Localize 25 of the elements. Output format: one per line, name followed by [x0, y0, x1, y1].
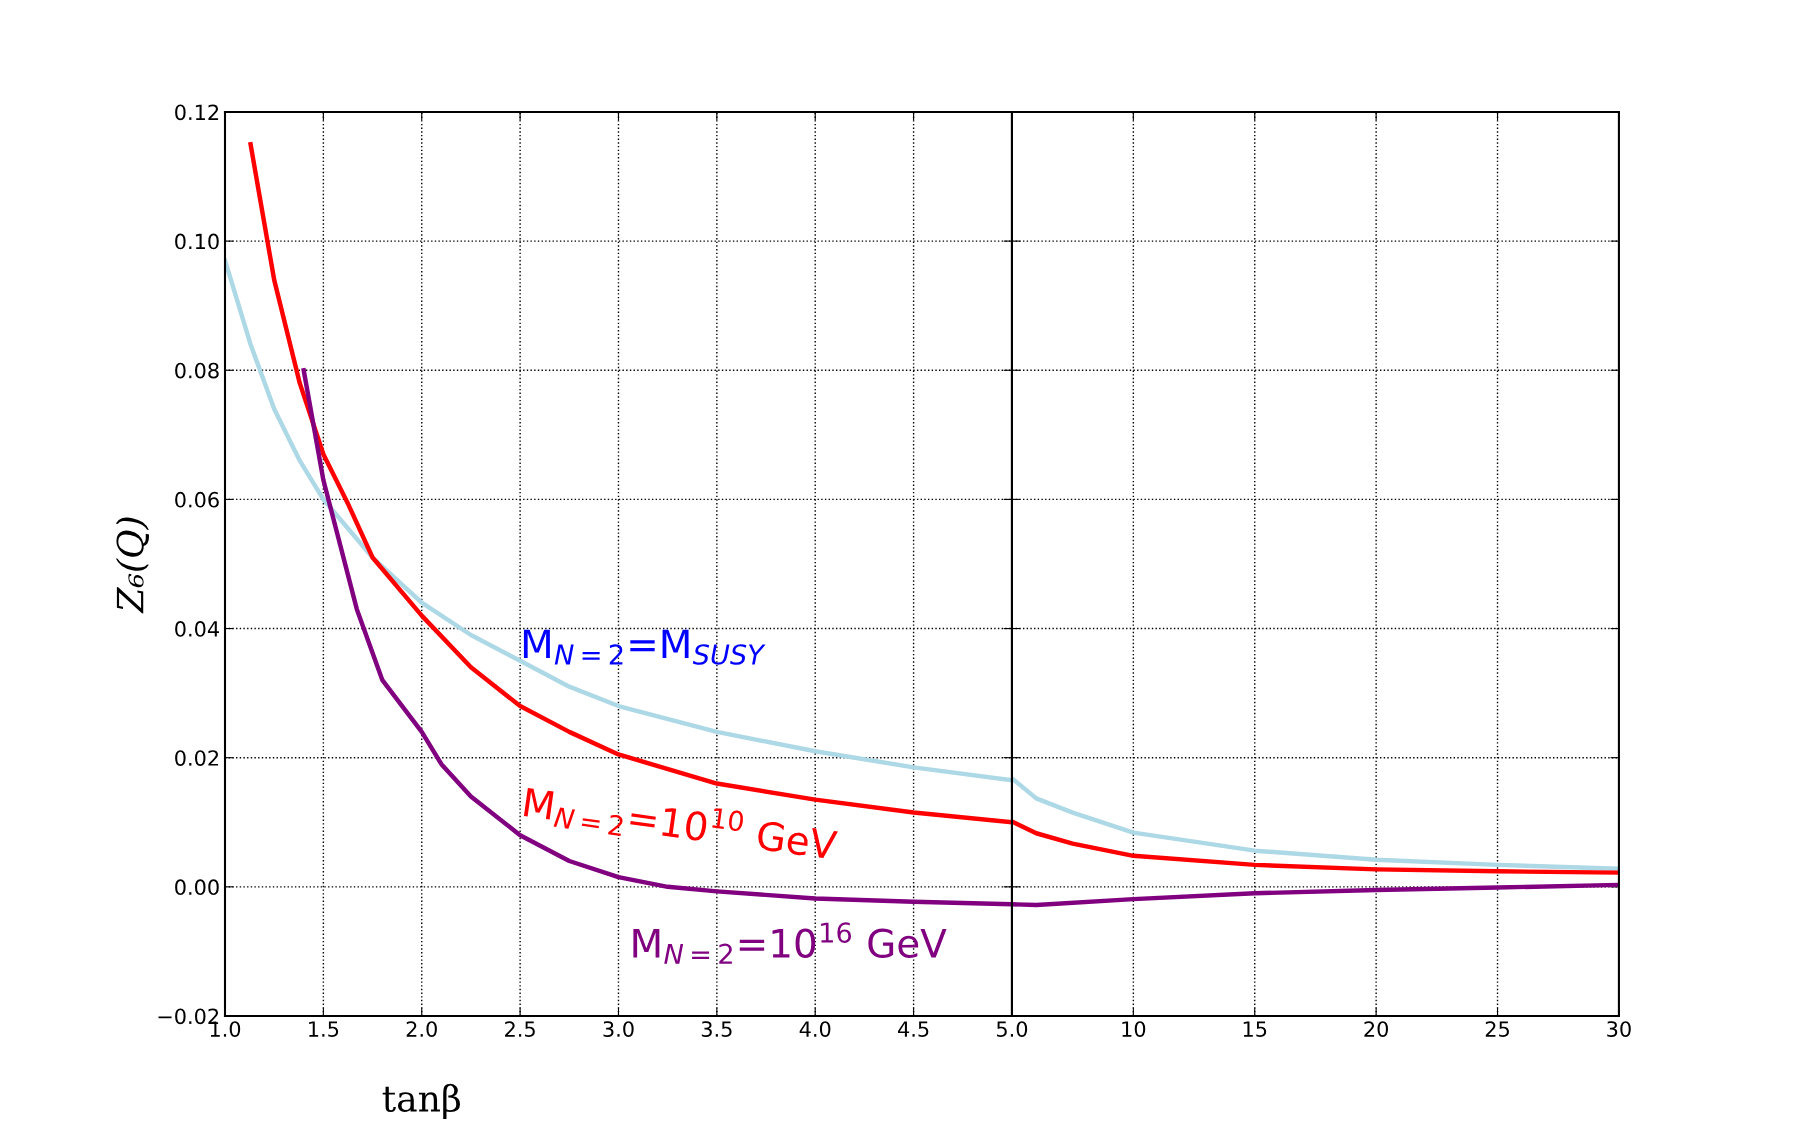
x-tick-label: 3.0 — [603, 1021, 634, 1037]
y-tick-label: 0.02 — [175, 750, 219, 766]
x-tick-label: 1.5 — [309, 1021, 339, 1037]
x-tick-label: 15 — [1243, 1021, 1267, 1037]
text: M$_{N=2}$=10$^{10}$ GeV — [523, 781, 839, 866]
x-tick-label: 4.5 — [898, 1021, 929, 1037]
x-tick-label: 20 — [1364, 1021, 1389, 1037]
x-tick-label: 5.0 — [997, 1021, 1028, 1037]
y-tick-label: 0.04 — [175, 621, 219, 637]
series-label: M$_{N=2}$=M$_{SUSY}$ — [523, 629, 766, 665]
y-tick-label: 0.00 — [175, 879, 219, 896]
x-tick-label: 10 — [1122, 1021, 1146, 1037]
x-axis-title: tanβ — [382, 1083, 461, 1119]
y-tick-label: 0.12 — [175, 104, 219, 121]
y-tick-label: 0.08 — [175, 362, 219, 379]
x-tick-label: 25 — [1485, 1021, 1509, 1037]
series-label: M$_{N=2}$=10$^{16}$ GeV — [633, 922, 947, 964]
y-tick-label: 0.06 — [175, 491, 219, 508]
x-tick-label: 3.5 — [701, 1021, 732, 1037]
x-tick-label: 30 — [1607, 1021, 1631, 1037]
y-axis-title: Z₆(Q) — [115, 517, 150, 614]
x-tick-label: 2.0 — [406, 1021, 437, 1037]
x-tick-label: 2.5 — [505, 1021, 535, 1037]
x-tick-label: 4.0 — [799, 1021, 831, 1037]
y-tick-label: 0.10 — [175, 233, 219, 250]
